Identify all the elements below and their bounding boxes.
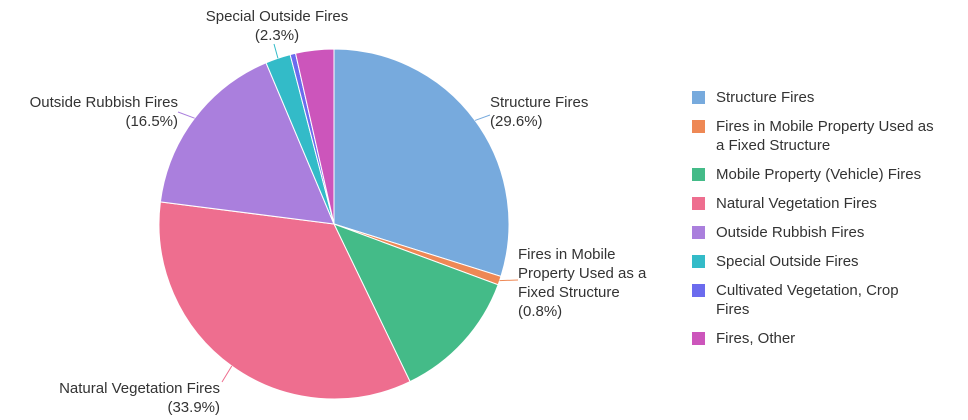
pie-slice bbox=[333, 223, 499, 383]
legend-item: Special Outside Fires bbox=[692, 252, 968, 271]
slice-label-line: (29.6%) bbox=[490, 113, 543, 130]
legend-swatch bbox=[692, 332, 705, 345]
leader-line bbox=[499, 279, 519, 282]
slice-label-line: Property Used as a bbox=[518, 265, 647, 282]
pie-chart: Structure Fires (29.6%) Fires in Mobile Pro… bbox=[30, 8, 647, 416]
slice-label-line: Outside Rubbish Fires bbox=[30, 94, 178, 111]
slice-label: Structure Fires (29.6%) bbox=[490, 94, 588, 130]
pie-slice bbox=[159, 62, 335, 225]
legend-swatch bbox=[692, 255, 705, 268]
legend-swatch bbox=[692, 226, 705, 239]
legend-label: Natural Vegetation Fires bbox=[716, 194, 877, 213]
legend-label-line: Special Outside Fires bbox=[716, 253, 859, 270]
legend-label-line: Mobile Property (Vehicle) Fires bbox=[716, 166, 922, 183]
legend-label-line: Fires, Other bbox=[716, 330, 796, 347]
chart-legend: Structure Fires Fires in Mobile Property … bbox=[692, 88, 968, 358]
legend-label-line: Fires bbox=[716, 301, 750, 318]
slice-label-line: Fires in Mobile bbox=[518, 246, 616, 263]
legend-label-line: Natural Vegetation Fires bbox=[716, 195, 877, 212]
legend-label-line: Fires in Mobile Property Used as bbox=[716, 118, 934, 135]
legend-swatch bbox=[692, 120, 705, 133]
legend-label: Cultivated Vegetation, Crop Fires bbox=[716, 281, 899, 319]
legend-item: Outside Rubbish Fires bbox=[692, 223, 968, 242]
leader-line bbox=[474, 114, 491, 121]
legend-label: Special Outside Fires bbox=[716, 252, 859, 271]
slice-label-line: (2.3%) bbox=[255, 27, 299, 44]
legend-swatch bbox=[692, 91, 705, 104]
legend-item: Fires, Other bbox=[692, 329, 968, 348]
legend-item: Cultivated Vegetation, Crop Fires bbox=[692, 281, 968, 319]
slice-label: Fires in Mobile Property Used as a Fixed S… bbox=[518, 246, 647, 320]
legend-label: Outside Rubbish Fires bbox=[716, 223, 864, 242]
slice-label: Special Outside Fires (2.3%) bbox=[206, 8, 349, 44]
legend-label: Structure Fires bbox=[716, 88, 814, 107]
slice-label: Outside Rubbish Fires (16.5%) bbox=[30, 94, 178, 130]
slice-label-line: Fixed Structure bbox=[518, 284, 620, 301]
slice-label-line: (0.8%) bbox=[518, 303, 562, 320]
legend-label-line: Structure Fires bbox=[716, 89, 815, 106]
slice-label-line: Structure Fires bbox=[490, 94, 588, 111]
slice-label: Natural Vegetation Fires (33.9%) bbox=[59, 380, 220, 416]
legend-label-line: Outside Rubbish Fires bbox=[716, 224, 865, 241]
pie-slice bbox=[294, 48, 335, 225]
legend-swatch bbox=[692, 284, 705, 297]
legend-swatch bbox=[692, 197, 705, 210]
legend-label: Fires, Other bbox=[716, 329, 795, 348]
legend-item: Mobile Property (Vehicle) Fires bbox=[692, 165, 968, 184]
legend-item: Structure Fires bbox=[692, 88, 968, 107]
legend-swatch bbox=[692, 168, 705, 181]
leader-line bbox=[221, 365, 233, 383]
legend-label: Fires in Mobile Property Used as a Fixed … bbox=[716, 117, 934, 155]
legend-label-line: a Fixed Structure bbox=[716, 137, 831, 154]
legend-label: Mobile Property (Vehicle) Fires bbox=[716, 165, 921, 184]
pie-slice bbox=[158, 201, 411, 400]
slice-label-line: (33.9%) bbox=[167, 399, 220, 416]
slice-label-line: Special Outside Fires bbox=[206, 8, 349, 25]
slice-label-line: Natural Vegetation Fires bbox=[59, 380, 220, 397]
slice-label-line: (16.5%) bbox=[125, 113, 178, 130]
legend-item: Fires in Mobile Property Used as a Fixed … bbox=[692, 117, 968, 155]
legend-item: Natural Vegetation Fires bbox=[692, 194, 968, 213]
leader-line bbox=[273, 43, 279, 59]
leader-line bbox=[177, 111, 195, 119]
legend-label-line: Cultivated Vegetation, Crop bbox=[716, 282, 899, 299]
